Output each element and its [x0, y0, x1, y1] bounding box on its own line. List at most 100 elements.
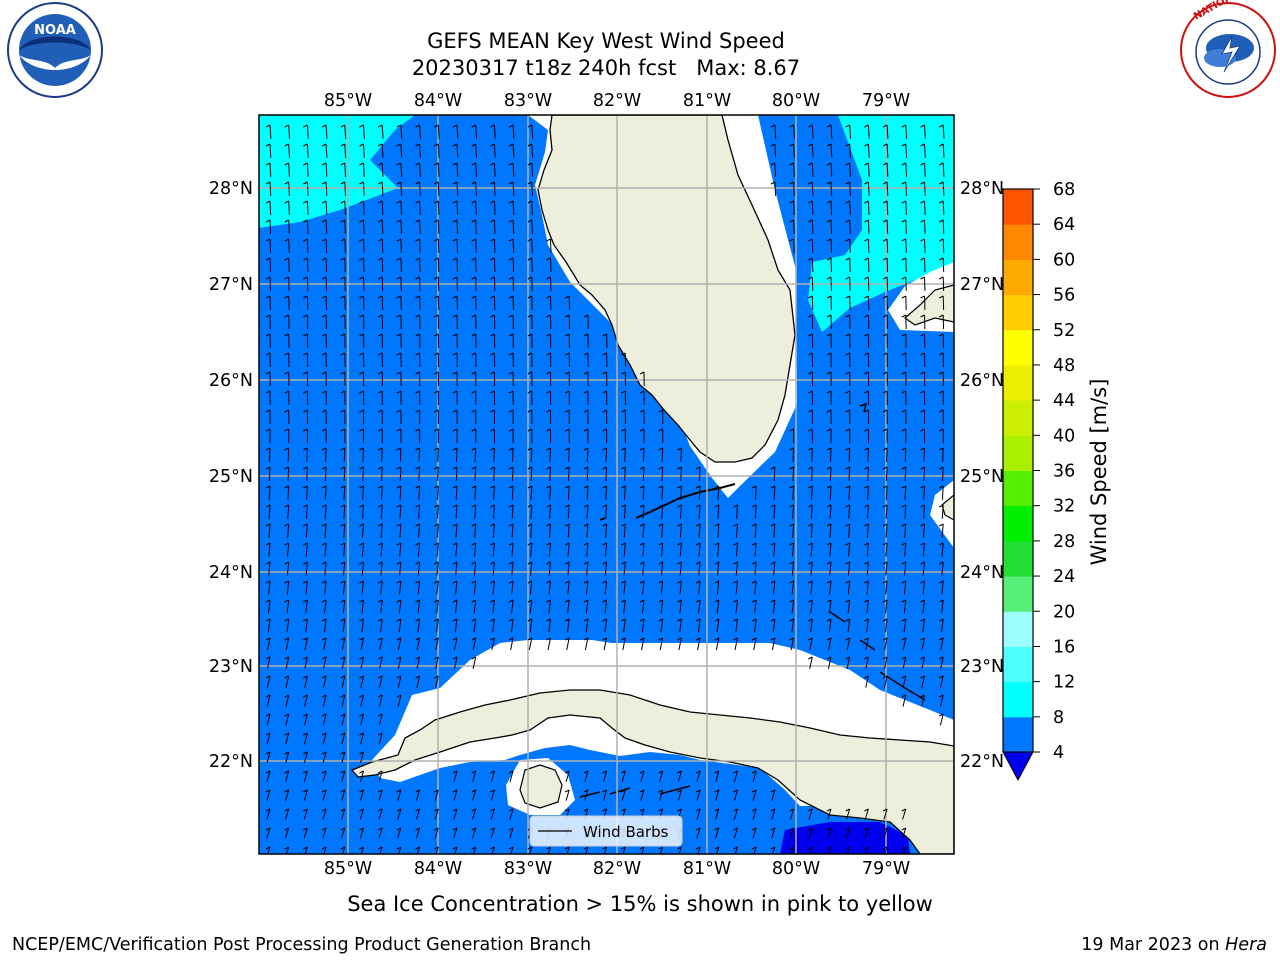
wind-barb [546, 352, 552, 367]
wind-barb [377, 409, 383, 424]
wind-barb [938, 333, 945, 348]
wind-barb [751, 770, 757, 783]
wind-barb [938, 694, 944, 707]
wind-barb [321, 713, 327, 726]
cuba-south-cays [579, 785, 691, 798]
wind-barb [321, 466, 327, 481]
wind-barb [508, 276, 515, 291]
wind-barb [658, 409, 664, 424]
wind-barb [396, 637, 402, 651]
florida-keys [635, 483, 736, 519]
wind-barb [714, 637, 720, 651]
wind-barb [284, 238, 290, 253]
latitude-labels-right: 28°N 27°N 26°N 25°N 24°N 23°N 22°N [960, 179, 1004, 772]
wind-barbs [265, 124, 945, 854]
wind-barb [546, 371, 552, 386]
wind-barb [340, 390, 346, 405]
wind-barb [527, 409, 533, 424]
wind-barb [583, 618, 589, 633]
wind-barb [359, 713, 364, 726]
wind-barb [284, 561, 290, 576]
wind-barb [621, 789, 626, 801]
wind-barb [808, 561, 813, 576]
wind-barb [434, 599, 439, 614]
wind-barb [303, 770, 308, 783]
wind-barb [920, 485, 925, 500]
wind-barb [490, 409, 496, 424]
wind-barb [920, 428, 926, 444]
wind-barb [658, 637, 664, 651]
wind-barb [340, 618, 346, 633]
wind-barb [471, 124, 478, 139]
wind-barb [751, 561, 757, 576]
wind-barb [321, 143, 328, 158]
wind-barb [471, 181, 477, 196]
wind-barb [695, 789, 701, 801]
wind-barb [303, 504, 308, 519]
wind-barb [845, 257, 851, 272]
wind-barb [265, 238, 272, 253]
wind-barb [265, 390, 271, 405]
wind-barb [751, 846, 757, 854]
wind-barb [546, 846, 551, 854]
wind-barb [321, 599, 327, 614]
wind-barb [546, 618, 551, 633]
wind-barb [733, 770, 738, 783]
wind-barb [808, 485, 813, 500]
lon-label-top: 84°W [414, 91, 462, 111]
wind-barb [564, 333, 571, 348]
wind-barb [284, 485, 290, 500]
wind-barb [321, 295, 328, 310]
wind-barb [359, 732, 364, 745]
wind-barb [415, 162, 421, 177]
wind-barb [490, 162, 496, 177]
wind-barb [490, 371, 496, 386]
wind-barb [415, 124, 421, 139]
wind-barb [938, 124, 945, 139]
wind-barb [359, 466, 364, 481]
wind-barb [583, 561, 589, 576]
wind-barb [321, 675, 327, 688]
wind-barb [284, 428, 290, 444]
wind-barb [864, 314, 870, 329]
wind-barb [434, 276, 440, 291]
wind-barb [826, 504, 832, 519]
wind-barb [396, 656, 402, 669]
wind-barb [321, 732, 327, 745]
wind-barb [490, 846, 495, 854]
wind-barb [415, 314, 421, 329]
wind-barb [396, 580, 402, 595]
wind-barb [471, 257, 477, 272]
wind-barb [583, 580, 589, 595]
wind-barb [508, 485, 514, 500]
wind-barb [377, 675, 383, 688]
wind-barb [864, 200, 870, 215]
wind-barb [284, 219, 290, 234]
wind-barb [396, 162, 403, 177]
wind-barb [377, 466, 383, 481]
wind-barb [359, 656, 364, 669]
wind-barb [864, 390, 870, 405]
wind-barb [864, 561, 869, 576]
wind-barb [359, 447, 364, 462]
wind-barb [938, 675, 944, 688]
wind-barb [434, 409, 439, 424]
wind-barb [284, 637, 290, 651]
wind-barb [621, 618, 626, 633]
colorbar-segment [1003, 716, 1033, 753]
wind-barb [452, 162, 459, 177]
wind-barb [377, 637, 383, 651]
wind-barb [789, 827, 795, 839]
wind-barb [321, 314, 327, 329]
wind-barb [864, 333, 870, 348]
wind-barb [789, 637, 795, 651]
wind-barb [901, 181, 908, 196]
wind-barb [303, 751, 308, 764]
wind-barb [340, 599, 346, 614]
wind-barb [901, 333, 907, 348]
wind-barb [695, 561, 701, 576]
wind-barb [490, 238, 496, 253]
wind-barb [434, 390, 439, 405]
wind-barb [452, 770, 458, 783]
wind-barb [377, 808, 383, 820]
